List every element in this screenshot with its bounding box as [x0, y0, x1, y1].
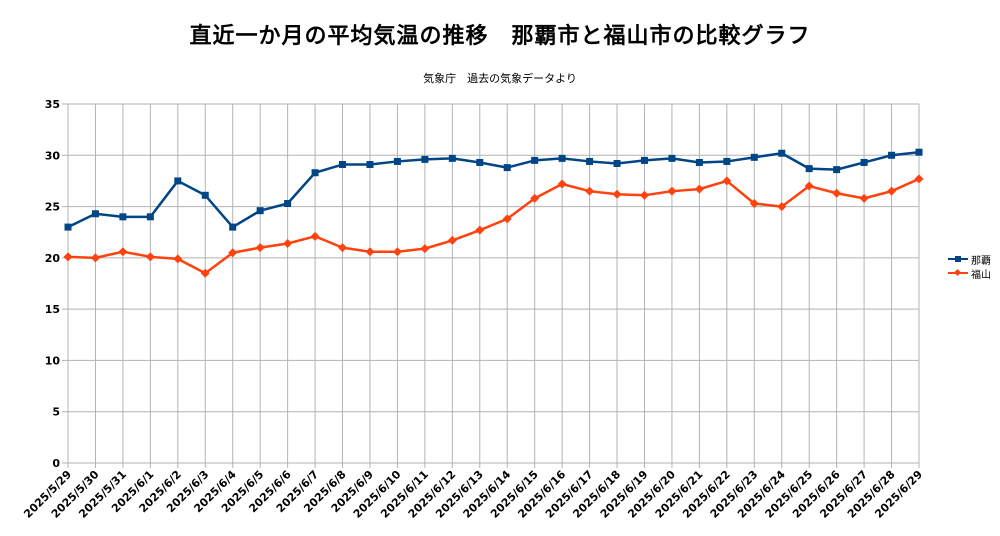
data-point-naha	[229, 223, 237, 231]
y-tick-label: 10	[45, 354, 61, 367]
y-tick-label: 5	[52, 406, 60, 419]
data-point-naha	[64, 223, 72, 231]
data-point-naha	[778, 149, 786, 157]
data-point-fukuyama	[804, 181, 814, 191]
data-point-naha	[860, 158, 868, 166]
legend: 那覇 福山	[948, 252, 991, 281]
data-point-fukuyama	[612, 189, 622, 199]
data-point-naha	[284, 199, 292, 207]
data-point-naha	[668, 154, 676, 162]
data-point-fukuyama	[145, 252, 155, 262]
data-point-naha	[531, 156, 539, 164]
data-point-fukuyama	[228, 248, 238, 258]
data-point-naha	[256, 207, 264, 215]
legend-label-naha: 那覇	[971, 255, 991, 267]
data-point-fukuyama	[502, 214, 512, 224]
legend-label-fukuyama: 福山	[971, 269, 991, 281]
data-point-naha	[448, 154, 456, 162]
series-line-naha	[67, 150, 920, 229]
data-point-naha	[311, 169, 319, 177]
data-point-fukuyama	[255, 243, 265, 253]
data-point-fukuyama	[338, 243, 348, 253]
legend-item-fukuyama: 福山	[948, 266, 991, 281]
data-point-naha	[91, 210, 99, 218]
data-point-fukuyama	[585, 186, 595, 196]
data-point-naha	[613, 159, 621, 167]
data-point-naha	[723, 157, 731, 165]
data-point-fukuyama	[283, 238, 293, 248]
y-tick-label: 25	[45, 201, 60, 214]
data-point-naha	[503, 164, 511, 172]
data-point-fukuyama	[694, 184, 704, 194]
data-point-fukuyama	[557, 179, 567, 189]
data-point-fukuyama	[310, 231, 320, 241]
legend-item-naha: 那覇	[948, 252, 991, 267]
legend-swatch-fukuyama	[948, 268, 968, 278]
data-point-fukuyama	[722, 176, 732, 186]
data-point-naha	[201, 191, 209, 199]
data-point-fukuyama	[859, 193, 869, 203]
data-point-fukuyama	[777, 202, 787, 212]
data-point-naha	[833, 166, 841, 174]
data-point-fukuyama	[90, 253, 100, 263]
data-point-fukuyama	[832, 188, 842, 198]
data-point-fukuyama	[887, 186, 897, 196]
y-tick-label: 0	[52, 457, 60, 470]
y-tick-label: 30	[45, 149, 61, 162]
data-point-naha	[915, 148, 923, 156]
data-point-naha	[393, 157, 401, 165]
data-point-fukuyama	[392, 247, 402, 257]
y-tick-label: 15	[45, 303, 60, 316]
y-tick-label: 20	[45, 252, 61, 265]
data-point-fukuyama	[200, 268, 210, 278]
data-point-fukuyama	[749, 198, 759, 208]
data-point-naha	[339, 161, 347, 169]
data-point-naha	[146, 213, 154, 221]
data-point-fukuyama	[365, 247, 375, 257]
data-point-fukuyama	[639, 190, 649, 200]
legend-swatch-naha	[948, 254, 968, 264]
data-point-naha	[640, 156, 648, 164]
data-point-naha	[119, 213, 127, 221]
data-point-naha	[695, 158, 703, 166]
data-point-naha	[421, 155, 429, 163]
y-tick-label: 35	[45, 98, 60, 111]
data-point-naha	[750, 153, 758, 161]
data-point-fukuyama	[447, 235, 457, 245]
data-point-naha	[558, 154, 566, 162]
data-point-naha	[366, 161, 374, 169]
data-point-fukuyama	[173, 254, 183, 264]
data-point-fukuyama	[118, 247, 128, 257]
data-point-naha	[174, 177, 182, 185]
data-point-naha	[805, 165, 813, 173]
data-point-fukuyama	[667, 186, 677, 196]
data-point-fukuyama	[420, 244, 430, 254]
series-line-fukuyama	[67, 177, 920, 275]
data-point-fukuyama	[530, 193, 540, 203]
chart-subtitle: 気象庁 過去の気象データより	[423, 72, 577, 85]
data-point-fukuyama	[475, 225, 485, 235]
data-point-naha	[888, 151, 896, 159]
data-point-naha	[586, 157, 594, 165]
data-point-fukuyama	[914, 174, 924, 184]
data-point-fukuyama	[63, 252, 73, 262]
chart-title: 直近一か月の平均気温の推移 那覇市と福山市の比較グラフ	[189, 24, 811, 49]
data-point-naha	[476, 158, 484, 166]
